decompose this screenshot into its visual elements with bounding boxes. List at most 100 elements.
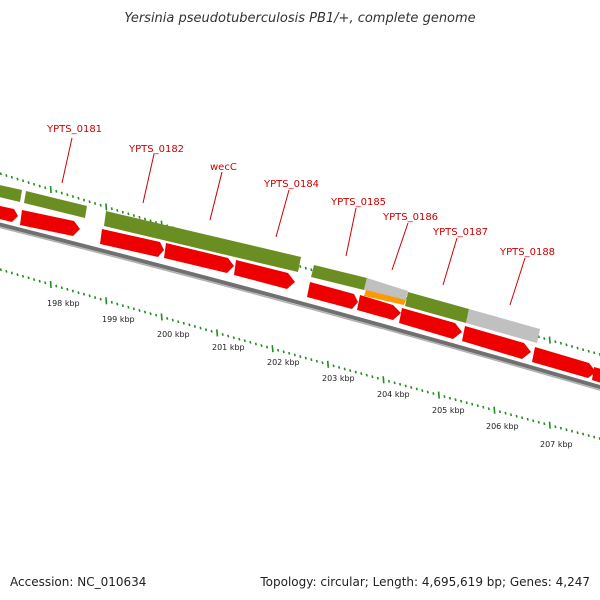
forward-gene-other[interactable] [364,278,408,302]
major-tick [548,336,551,344]
minor-tick [521,416,524,420]
minor-tick [537,420,540,424]
minor-tick [0,172,2,176]
minor-tick [127,212,130,216]
minor-tick [55,189,58,193]
minor-tick [570,345,574,348]
reverse-gene[interactable] [164,243,234,273]
minor-tick [265,345,269,349]
forward-gene[interactable] [405,292,469,323]
minor-tick [332,364,335,368]
reverse-gene[interactable] [532,347,596,378]
minor-tick [33,278,36,281]
forward-gene-rna[interactable] [364,290,406,305]
reverse-gene[interactable] [307,282,358,309]
gene-label-leaders [61,137,526,306]
minor-tick [310,268,313,272]
forward-gene[interactable] [24,191,87,218]
minor-tick [576,346,579,350]
minor-tick [110,300,113,304]
forward-gene-wecC[interactable] [104,211,301,272]
minor-tick [77,291,80,295]
minor-tick [71,289,74,293]
minor-tick [132,307,135,311]
gene-label[interactable]: YPTS_0185 [330,197,386,208]
reverse-gene[interactable] [462,326,531,359]
minor-tick [315,359,318,363]
minor-tick [33,182,36,186]
minor-tick [288,351,291,355]
kbp-label: 200 kbp [157,330,190,339]
minor-tick [304,266,307,270]
minor-tick [349,369,352,372]
minor-tick [38,184,41,188]
minor-tick [515,414,518,418]
reverse-gene[interactable] [20,210,80,236]
gene-label[interactable]: YPTS_0188 [499,247,555,258]
minor-tick [55,284,58,288]
gene-label[interactable]: YPTS_0182 [128,144,184,155]
minor-tick [448,396,452,400]
minor-tick [5,269,8,273]
minor-tick [94,296,97,299]
forward-gene-other[interactable] [466,309,540,343]
reverse-gene[interactable] [399,308,462,339]
minor-tick [254,342,257,346]
reverse-gene[interactable] [100,229,164,257]
minor-tick [127,305,130,309]
minor-tick [343,367,346,371]
minor-tick [27,276,30,280]
minor-tick [232,336,235,340]
minor-tick [16,177,19,181]
minor-tick [299,265,302,268]
major-tick [326,360,330,368]
gene-label[interactable]: YPTS_0184 [263,179,319,190]
reverse-gene[interactable] [234,260,295,289]
minor-tick [60,191,63,195]
minor-tick [593,435,596,439]
minor-tick [498,410,501,414]
gene-label[interactable]: YPTS_0186 [382,212,438,223]
minor-tick [554,425,557,429]
reverse-gene[interactable] [357,295,401,320]
reverse-gene[interactable] [592,367,600,384]
forward-gene[interactable] [311,265,367,290]
minor-tick [310,358,313,362]
kbp-label: 206 kbp [486,422,519,431]
minor-tick [570,429,574,433]
minor-tick [171,318,174,322]
minor-tick [277,348,280,352]
minor-tick [582,432,585,436]
minor-tick [537,335,540,339]
minor-tick [554,340,557,344]
minor-tick [482,405,485,409]
minor-tick [565,428,568,432]
gene-label[interactable]: YPTS_0181 [46,124,102,135]
reverse-gene[interactable] [0,205,18,222]
minor-tick [565,343,568,347]
minor-tick [44,186,47,190]
minor-tick [587,349,590,353]
minor-tick [582,348,585,352]
gene-label[interactable]: YPTS_0187 [432,227,488,238]
kbp-label: 204 kbp [377,390,410,399]
minor-tick [66,287,69,291]
minor-tick [593,351,596,355]
map-title: Yersinia pseudotuberculosis PB1/+, compl… [124,11,475,26]
major-tick [105,203,108,211]
forward-gene[interactable] [0,184,22,202]
kbp-label: 203 kbp [322,374,355,383]
inner-tick-marks [0,268,600,440]
minor-tick [260,344,263,347]
minor-tick [543,337,546,340]
gene-label[interactable]: wecC [210,162,237,173]
minor-tick [21,179,25,183]
minor-tick [143,217,147,221]
minor-tick [138,215,141,219]
minor-tick [471,402,474,406]
minor-tick [299,355,302,358]
genome-backbone-shadow [0,226,600,391]
minor-tick [66,193,69,197]
minor-tick [44,281,47,285]
